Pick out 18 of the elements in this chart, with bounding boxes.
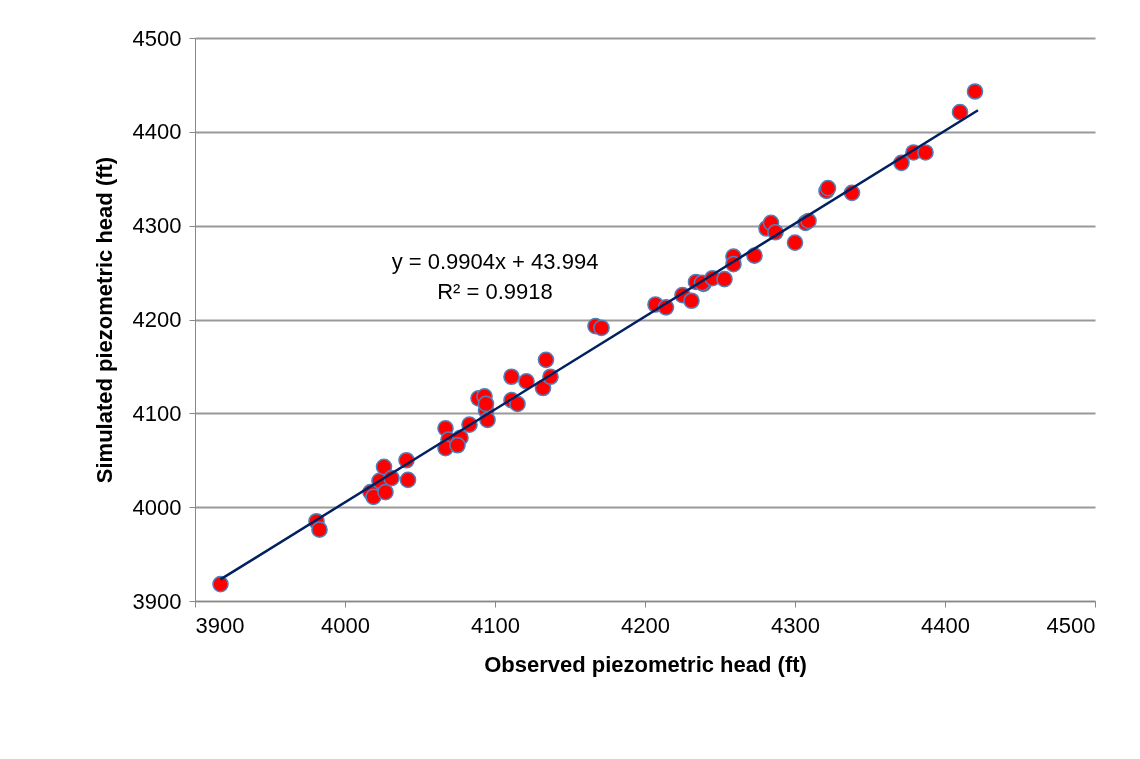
x-tick-label: 4200 bbox=[621, 612, 670, 638]
y-tick-label: 4200 bbox=[132, 307, 182, 332]
annotation: R² = 0.9918 bbox=[437, 279, 553, 304]
y-tick-label: 3900 bbox=[132, 588, 182, 614]
y-tick-label: 4100 bbox=[132, 400, 182, 426]
y-tick-label: 4000 bbox=[132, 494, 182, 520]
x-tick-label: 4400 bbox=[921, 612, 970, 638]
x-tick-label: 3900 bbox=[195, 612, 245, 638]
annotation: y = 0.9904x + 43.994 bbox=[391, 249, 599, 274]
x-tick-label: 4500 bbox=[1046, 612, 1096, 638]
x-axis-title: Observed piezometric head (ft) bbox=[484, 651, 807, 677]
y-tick-label: 4500 bbox=[132, 25, 182, 51]
x-tick-label: 4100 bbox=[471, 612, 520, 638]
x-tick-label: 4000 bbox=[321, 612, 370, 638]
y-tick-label: 4400 bbox=[132, 119, 182, 145]
y-axis-title: Simulated piezometric head (ft) bbox=[91, 156, 117, 484]
x-tick-label: 4300 bbox=[771, 612, 820, 638]
y-tick-label: 4300 bbox=[132, 213, 182, 239]
